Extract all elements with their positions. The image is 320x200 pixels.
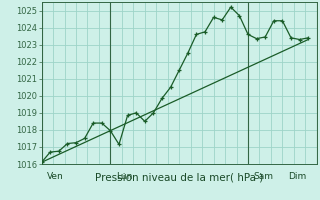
Text: Ven: Ven — [47, 172, 64, 181]
Text: Sam: Sam — [254, 172, 274, 181]
X-axis label: Pression niveau de la mer( hPa ): Pression niveau de la mer( hPa ) — [95, 173, 263, 183]
Text: Lun: Lun — [116, 172, 132, 181]
Text: Dim: Dim — [288, 172, 306, 181]
